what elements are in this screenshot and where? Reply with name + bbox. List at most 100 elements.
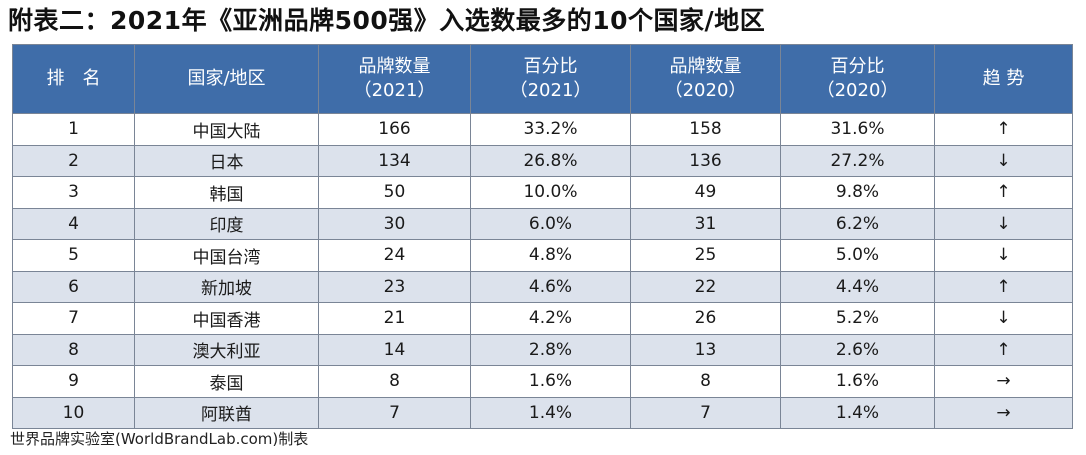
cell-pct-2021: 1.4% [470,396,631,429]
page-title: 附表二：2021年《亚洲品牌500强》入选数最多的10个国家/地区 [8,6,766,35]
header-region: 国家/地区 [134,44,319,114]
cell-count-2020: 22 [630,270,781,303]
trend-arrow-icon: ↑ [934,270,1073,303]
trend-arrow-icon: → [934,396,1073,429]
cell-pct-2021: 33.2% [470,113,631,146]
header-trend-label: 趋 势 [982,68,1025,89]
cell-region: 阿联酋 [134,396,319,429]
cell-pct-2020: 6.2% [780,207,935,240]
cell-count-2021: 8 [318,365,471,398]
table-row: 5 中国台湾 24 4.8% 25 5.0% ↓ [12,239,1073,272]
cell-count-2021: 14 [318,333,471,366]
cell-count-2021: 21 [318,302,471,335]
table-row: 2 日本 134 26.8% 136 27.2% ↓ [12,144,1073,177]
header-region-label: 国家/地区 [187,68,266,89]
header-count-2020-label: 品牌数量 [669,56,742,77]
cell-rank: 8 [12,333,135,366]
cell-pct-2020: 9.8% [780,176,935,209]
cell-count-2020: 49 [630,176,781,209]
table-row: 9 泰国 8 1.6% 8 1.6% → [12,365,1073,398]
cell-region: 印度 [134,207,319,240]
source-note: 世界品牌实验室(WorldBrandLab.com)制表 [10,430,309,448]
header-pct-2020: 百分比 （2020） [780,44,935,114]
table-row: 8 澳大利亚 14 2.8% 13 2.6% ↑ [12,333,1073,366]
cell-count-2020: 13 [630,333,781,366]
table-row: 1 中国大陆 166 33.2% 158 31.6% ↑ [12,113,1073,146]
cell-rank: 9 [12,365,135,398]
cell-count-2020: 31 [630,207,781,240]
cell-pct-2020: 5.2% [780,302,935,335]
cell-count-2020: 136 [630,144,781,177]
cell-pct-2020: 4.4% [780,270,935,303]
cell-count-2020: 8 [630,365,781,398]
cell-region: 中国台湾 [134,239,319,272]
header-pct-2021: 百分比 （2021） [470,44,631,114]
trend-arrow-icon: ↑ [934,333,1073,366]
cell-count-2020: 7 [630,396,781,429]
header-pct-2021-label: 百分比 [523,56,578,77]
header-count-2020: 品牌数量 （2020） [630,44,781,114]
cell-pct-2021: 26.8% [470,144,631,177]
rankings-table: 排 名 国家/地区 品牌数量 （2021） 百分比 （2021） 品牌数量 （2… [12,44,1073,429]
trend-arrow-icon: → [934,365,1073,398]
table-row: 7 中国香港 21 4.2% 26 5.2% ↓ [12,302,1073,335]
cell-pct-2020: 5.0% [780,239,935,272]
table-body: 1 中国大陆 166 33.2% 158 31.6% ↑ 2 日本 134 26… [12,113,1073,429]
cell-pct-2021: 4.2% [470,302,631,335]
cell-region: 澳大利亚 [134,333,319,366]
cell-rank: 5 [12,239,135,272]
table-row: 6 新加坡 23 4.6% 22 4.4% ↑ [12,270,1073,303]
cell-pct-2020: 31.6% [780,113,935,146]
cell-count-2020: 26 [630,302,781,335]
table-header: 排 名 国家/地区 品牌数量 （2021） 百分比 （2021） 品牌数量 （2… [12,44,1073,114]
cell-count-2020: 158 [630,113,781,146]
header-rank-label: 排 名 [46,68,101,89]
cell-pct-2020: 1.6% [780,365,935,398]
header-rank: 排 名 [12,44,135,114]
cell-rank: 1 [12,113,135,146]
table-row: 4 印度 30 6.0% 31 6.2% ↓ [12,207,1073,240]
header-pct-2021-year: （2021） [509,80,592,101]
cell-rank: 7 [12,302,135,335]
trend-arrow-icon: ↓ [934,302,1073,335]
cell-rank: 4 [12,207,135,240]
trend-arrow-icon: ↓ [934,239,1073,272]
cell-pct-2020: 1.4% [780,396,935,429]
cell-region: 中国大陆 [134,113,319,146]
header-pct-2020-label: 百分比 [830,56,885,77]
cell-pct-2020: 27.2% [780,144,935,177]
header-count-2021: 品牌数量 （2021） [318,44,471,114]
cell-region: 日本 [134,144,319,177]
cell-count-2021: 24 [318,239,471,272]
trend-arrow-icon: ↓ [934,144,1073,177]
cell-count-2020: 25 [630,239,781,272]
cell-region: 新加坡 [134,270,319,303]
table-row: 10 阿联酋 7 1.4% 7 1.4% → [12,396,1073,429]
cell-pct-2021: 6.0% [470,207,631,240]
cell-count-2021: 30 [318,207,471,240]
cell-pct-2020: 2.6% [780,333,935,366]
cell-count-2021: 166 [318,113,471,146]
trend-arrow-icon: ↑ [934,176,1073,209]
trend-arrow-icon: ↓ [934,207,1073,240]
cell-count-2021: 134 [318,144,471,177]
header-count-2021-year: （2021） [353,80,436,101]
cell-count-2021: 50 [318,176,471,209]
header-row: 排 名 国家/地区 品牌数量 （2021） 百分比 （2021） 品牌数量 （2… [12,44,1073,114]
cell-region: 泰国 [134,365,319,398]
cell-rank: 2 [12,144,135,177]
cell-rank: 10 [12,396,135,429]
cell-pct-2021: 2.8% [470,333,631,366]
cell-count-2021: 23 [318,270,471,303]
cell-region: 韩国 [134,176,319,209]
header-pct-2020-year: （2020） [816,80,899,101]
trend-arrow-icon: ↑ [934,113,1073,146]
cell-pct-2021: 10.0% [470,176,631,209]
cell-pct-2021: 4.6% [470,270,631,303]
cell-rank: 3 [12,176,135,209]
header-count-2020-year: （2020） [664,80,747,101]
header-trend: 趋 势 [934,44,1073,114]
header-count-2021-label: 品牌数量 [358,56,431,77]
cell-pct-2021: 1.6% [470,365,631,398]
cell-region: 中国香港 [134,302,319,335]
